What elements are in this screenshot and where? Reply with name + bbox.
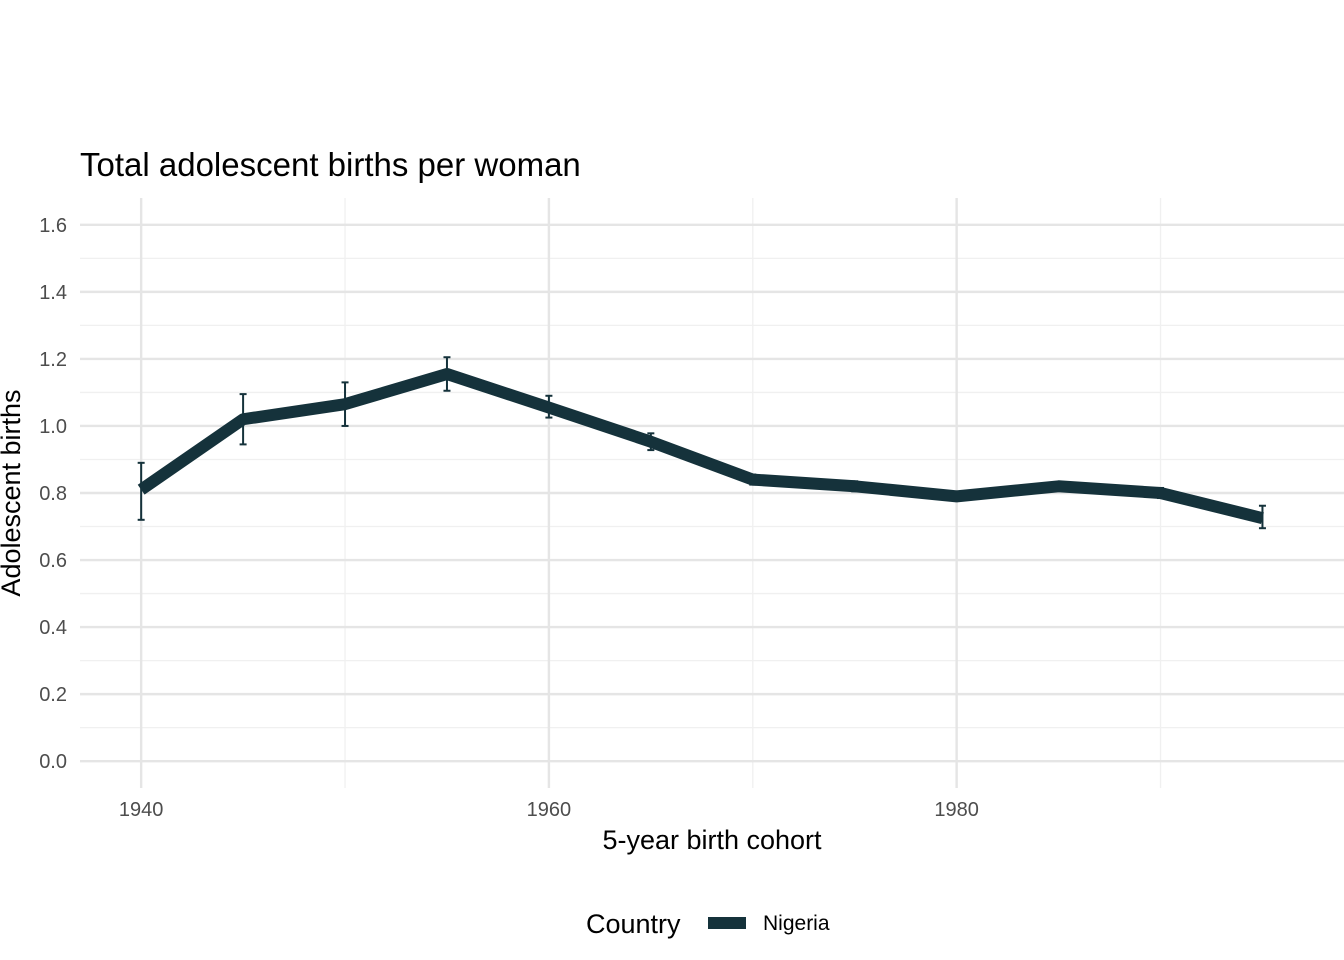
y-tick-labels: 0.0 0.2 0.4 0.6 0.8 1.0 1.2 1.4 1.6 <box>39 215 67 773</box>
y-tick-label: 1.2 <box>39 349 67 371</box>
legend: Country Nigeria <box>586 909 830 939</box>
y-axis-title: Adolescent births <box>0 389 26 596</box>
y-tick-label: 1.6 <box>39 215 67 237</box>
y-tick-label: 0.4 <box>39 617 67 639</box>
x-tick-labels: 1940 1960 1980 <box>119 799 979 821</box>
y-tick-label: 1.4 <box>39 282 67 304</box>
x-tick-label: 1960 <box>527 799 572 821</box>
legend-label-nigeria: Nigeria <box>763 912 830 935</box>
series-layer <box>137 356 1266 530</box>
x-tick-label: 1980 <box>934 799 979 821</box>
y-tick-label: 0.6 <box>39 550 67 572</box>
x-tick-label: 1940 <box>119 799 164 821</box>
series-line-nigeria <box>137 367 1264 524</box>
grid <box>80 198 1344 788</box>
chart-title: Total adolescent births per woman <box>80 146 581 183</box>
legend-title: Country <box>586 909 681 939</box>
y-tick-label: 1.0 <box>39 416 67 438</box>
y-tick-label: 0.8 <box>39 483 67 505</box>
y-tick-label: 0.0 <box>39 751 67 773</box>
x-axis-title: 5-year birth cohort <box>602 825 822 855</box>
legend-key-nigeria <box>708 917 746 929</box>
y-tick-label: 0.2 <box>39 684 67 706</box>
